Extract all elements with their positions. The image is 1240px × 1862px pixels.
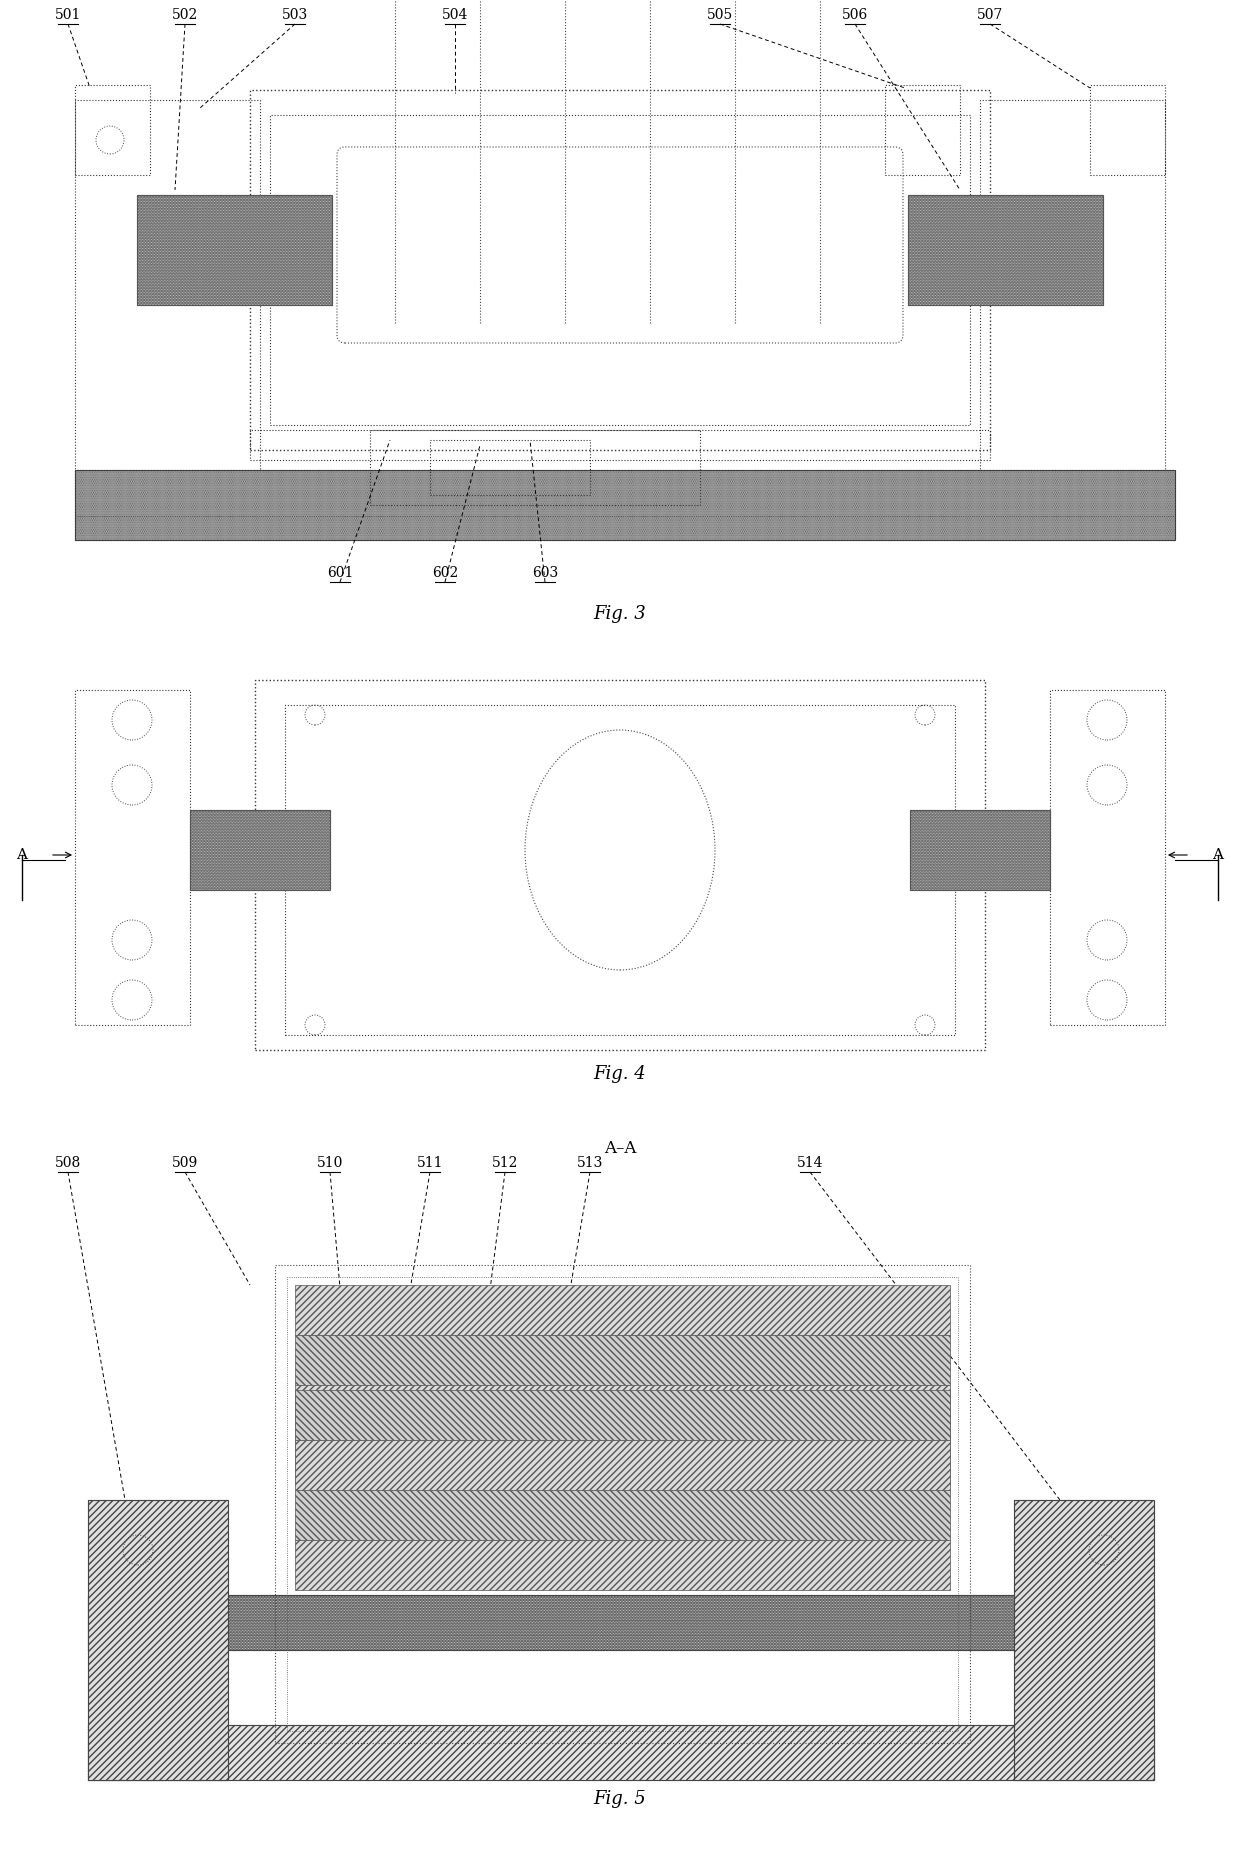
Text: Fig. 3: Fig. 3	[594, 605, 646, 624]
Bar	[74, 101, 260, 490]
Bar	[295, 1540, 950, 1590]
Bar	[275, 1264, 970, 1743]
Text: 511: 511	[417, 1156, 443, 1169]
Bar	[910, 810, 1050, 890]
Text: 502: 502	[172, 7, 198, 22]
Bar	[908, 196, 1104, 305]
Text: 504: 504	[441, 7, 469, 22]
Bar	[88, 1501, 228, 1780]
Bar	[1050, 691, 1166, 1024]
Bar	[1090, 86, 1166, 175]
Bar	[255, 680, 985, 1050]
Bar	[1014, 1501, 1154, 1780]
Bar	[295, 1490, 950, 1540]
Bar	[74, 469, 1176, 540]
Bar	[74, 691, 190, 1024]
Text: Fig. 4: Fig. 4	[594, 1065, 646, 1084]
Bar	[295, 1391, 950, 1439]
Text: 513: 513	[577, 1156, 603, 1169]
Bar	[88, 1596, 1154, 1650]
Bar	[250, 430, 990, 460]
Text: 503: 503	[281, 7, 308, 22]
Bar	[74, 86, 150, 175]
Bar	[88, 1724, 1154, 1780]
Text: 510: 510	[316, 1156, 343, 1169]
Bar	[430, 439, 590, 495]
Text: 509: 509	[172, 1156, 198, 1169]
Text: 601: 601	[327, 566, 353, 579]
Text: 506: 506	[842, 7, 868, 22]
Bar	[295, 1285, 950, 1335]
Text: A–A: A–A	[604, 1140, 636, 1156]
Bar	[908, 196, 1104, 305]
Text: 602: 602	[432, 566, 458, 579]
Bar	[286, 1277, 959, 1732]
Bar	[295, 1436, 950, 1486]
Bar	[285, 706, 955, 1035]
Text: 514: 514	[797, 1156, 823, 1169]
Bar	[295, 1335, 950, 1385]
Bar	[190, 810, 330, 890]
Bar	[270, 115, 970, 425]
Text: 505: 505	[707, 7, 733, 22]
Text: 512: 512	[492, 1156, 518, 1169]
Bar	[910, 810, 1050, 890]
Bar	[136, 196, 332, 305]
Bar	[136, 196, 332, 305]
Bar	[88, 1501, 228, 1780]
Bar	[980, 101, 1166, 490]
Bar	[74, 469, 1176, 540]
Bar	[295, 1439, 950, 1490]
Bar	[379, 1486, 866, 1503]
Bar	[88, 1724, 1154, 1780]
Text: 603: 603	[532, 566, 558, 579]
Text: Fig. 5: Fig. 5	[594, 1789, 646, 1808]
Text: A: A	[1213, 847, 1224, 862]
Text: 507: 507	[977, 7, 1003, 22]
Text: 501: 501	[55, 7, 81, 22]
Text: A: A	[16, 847, 27, 862]
Bar	[190, 810, 330, 890]
Bar	[250, 89, 990, 451]
Bar	[370, 430, 701, 505]
Bar	[295, 1385, 950, 1436]
Bar	[885, 86, 960, 175]
Bar	[88, 1596, 1154, 1650]
Bar	[1014, 1501, 1154, 1780]
Text: 508: 508	[55, 1156, 81, 1169]
